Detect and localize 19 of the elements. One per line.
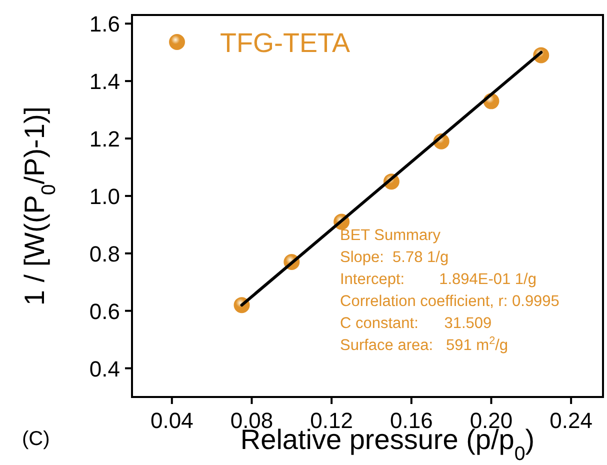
y-tick-label: 1.2 [89, 126, 120, 152]
annotation: Intercept: 1.894E-01 1/g [340, 271, 536, 288]
annotation: Correlation coefficient, r: 0.9995 [340, 293, 560, 310]
annotation: BET Summary [340, 227, 441, 244]
y-tick-label: 1.4 [89, 69, 120, 94]
x-tick-label: 0.12 [310, 408, 353, 433]
y-tick-label: 0.6 [89, 298, 120, 324]
y-tick-label: 0.8 [89, 241, 120, 266]
x-tick-label: 0.24 [550, 408, 592, 433]
text: (C) [22, 428, 50, 450]
x-tick-label: 0.16 [390, 408, 433, 433]
annotation: C constant: 31.509 [340, 315, 492, 332]
legend-label: TFG-TETA [220, 28, 350, 58]
x-tick-label: 0.04 [150, 408, 194, 433]
y-tick-label: 1.0 [89, 184, 120, 209]
annotation: Surface area: 591 m$^{2}$/g [340, 335, 508, 354]
y-tick-label: 1.6 [89, 12, 120, 37]
y-tick-label: 0.4 [89, 356, 120, 382]
annotation: Slope: 5.78 1/g [340, 249, 449, 266]
